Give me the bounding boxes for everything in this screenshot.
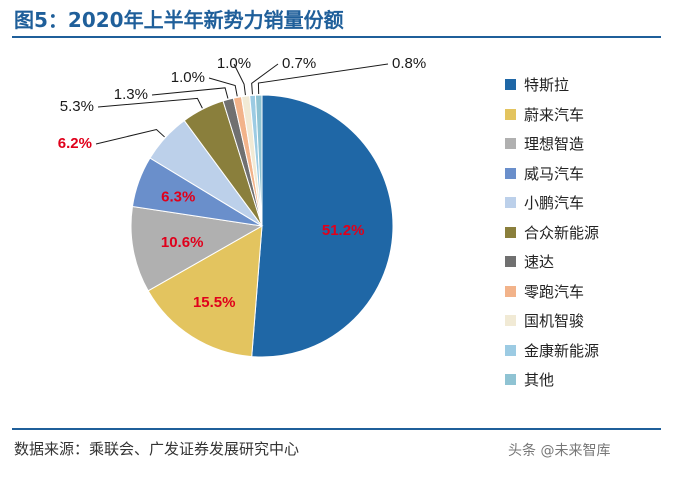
pie-slice	[130, 205, 264, 292]
legend-swatch	[505, 226, 516, 238]
data-label: 1.3%	[114, 86, 148, 103]
legend-swatch	[505, 108, 516, 120]
leader-line	[95, 128, 165, 145]
data-label: 5.3%	[60, 98, 94, 115]
data-label: 6.3%	[161, 189, 195, 206]
source-note: 数据来源：乘联会、广发证券发展研究中心	[14, 440, 300, 458]
chart-legend: 特斯拉蔚来汽车理想智造威马汽车小鹏汽车合众新能源速达零跑汽车国机智骏金康新能源其…	[505, 70, 665, 395]
leader-line	[251, 63, 279, 95]
leader-line	[208, 77, 238, 97]
data-label: 10.6%	[161, 234, 204, 251]
data-label: 6.2%	[58, 135, 92, 152]
pie-slice	[254, 94, 263, 227]
legend-swatch	[505, 197, 516, 209]
legend-item: 特斯拉	[505, 70, 665, 100]
legend-swatch	[505, 167, 516, 179]
data-label: 0.7%	[282, 55, 316, 72]
legend-swatch	[505, 256, 516, 268]
legend-item: 零跑汽车	[505, 277, 665, 307]
legend-label: 国机智骏	[524, 312, 585, 331]
data-label: 15.5%	[193, 294, 236, 311]
chart-title: 图5：2020年上半年新势力销量份额	[14, 8, 344, 32]
legend-swatch	[505, 138, 516, 150]
data-label: 1.0%	[217, 55, 251, 72]
legend-item: 金康新能源	[505, 336, 665, 366]
legend-label: 速达	[524, 253, 555, 272]
leader-line	[257, 63, 389, 95]
legend-item: 威马汽车	[505, 159, 665, 189]
legend-swatch	[505, 79, 516, 91]
legend-item: 蔚来汽车	[505, 100, 665, 130]
pie-slice	[251, 94, 394, 358]
legend-item: 合众新能源	[505, 218, 665, 248]
legend-swatch	[505, 344, 516, 356]
data-label: 1.0%	[171, 69, 205, 86]
legend-item: 国机智骏	[505, 306, 665, 336]
legend-label: 其他	[524, 371, 555, 390]
legend-item: 其他	[505, 365, 665, 395]
legend-swatch	[505, 374, 516, 386]
legend-label: 小鹏汽车	[524, 194, 585, 213]
legend-label: 零跑汽车	[524, 282, 585, 301]
legend-item: 小鹏汽车	[505, 188, 665, 218]
legend-item: 理想智造	[505, 129, 665, 159]
footer-divider	[12, 428, 661, 430]
legend-label: 威马汽车	[524, 164, 585, 183]
leader-line	[233, 63, 246, 96]
leader-line	[97, 97, 203, 109]
legend-item: 速达	[505, 247, 665, 277]
legend-swatch	[505, 315, 516, 327]
data-label: 0.8%	[392, 55, 426, 72]
legend-label: 蔚来汽车	[524, 105, 585, 124]
title-divider	[12, 36, 661, 38]
leader-line	[151, 87, 229, 99]
legend-swatch	[505, 285, 516, 297]
legend-label: 理想智造	[524, 135, 585, 154]
legend-label: 特斯拉	[524, 76, 570, 95]
pie-slice	[147, 225, 263, 358]
legend-label: 金康新能源	[524, 341, 600, 360]
legend-label: 合众新能源	[524, 223, 600, 242]
watermark: 头条 @未来智库	[508, 443, 611, 459]
data-label: 51.2%	[322, 222, 365, 239]
